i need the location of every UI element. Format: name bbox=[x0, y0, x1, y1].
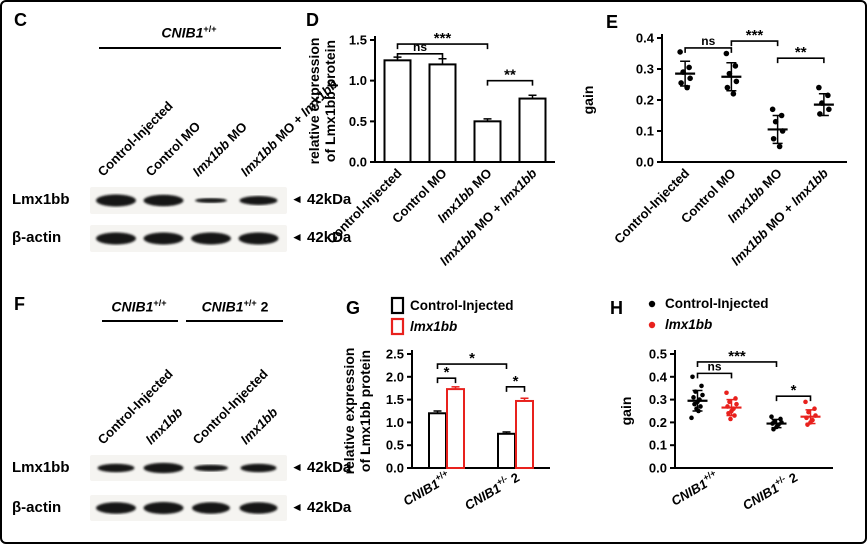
band-arrow-icon: ◄ bbox=[291, 460, 303, 474]
svg-text:Control-Injected: Control-Injected bbox=[665, 296, 769, 311]
protein-label: β-actin bbox=[12, 499, 62, 516]
panel-e-scatter-plot: 0.00.10.20.30.4gainControl-InjectedContr… bbox=[580, 27, 847, 268]
svg-text:Control-Injected: Control-Injected bbox=[410, 298, 514, 313]
protein-label: Lmx1bb bbox=[12, 459, 70, 476]
svg-text:***: *** bbox=[746, 27, 764, 44]
svg-text:0.4: 0.4 bbox=[636, 31, 655, 46]
svg-text:0.2: 0.2 bbox=[636, 93, 654, 108]
panel-f-genotype-header-2: CNIB1+/+ 2 bbox=[201, 298, 269, 315]
panel-g-bar-chart: 0.0 0.5 1.0 1.5 2.0 2.5 relative expression of … bbox=[341, 296, 550, 513]
svg-text:1.0: 1.0 bbox=[386, 415, 404, 430]
svg-text:2.0: 2.0 bbox=[386, 369, 404, 384]
band-arrow-icon: ◄ bbox=[291, 500, 303, 514]
svg-text:gain: gain bbox=[580, 86, 596, 115]
svg-text:Control-Injected: Control-Injected bbox=[611, 165, 692, 246]
svg-text:Control-Injected: Control-Injected bbox=[324, 165, 405, 246]
svg-text:1.0: 1.0 bbox=[349, 73, 367, 88]
svg-text:0.5: 0.5 bbox=[349, 114, 367, 129]
svg-text:**: ** bbox=[504, 67, 516, 84]
protein-label: Lmx1bb bbox=[12, 191, 70, 208]
band-arrow-icon: ◄ bbox=[291, 192, 303, 206]
panel-c-label: C bbox=[14, 10, 27, 30]
svg-text:0.0: 0.0 bbox=[349, 155, 367, 170]
svg-text:of Lmx1bb protein: of Lmx1bb protein bbox=[357, 350, 373, 472]
band-arrow-icon: ◄ bbox=[291, 230, 303, 244]
svg-text:0.3: 0.3 bbox=[649, 392, 667, 407]
panel-c-western-blot bbox=[90, 187, 287, 252]
panel-h-scatter-plot: 0.0 0.1 0.2 0.3 0.4 0.5 gain CNIB1+/+ CNIB1+/- 2… bbox=[618, 296, 833, 513]
svg-text:ns: ns bbox=[707, 359, 721, 373]
panel-f-header-underline-2 bbox=[186, 320, 283, 322]
svg-text:**: ** bbox=[795, 44, 807, 61]
svg-text:*: * bbox=[444, 364, 450, 381]
panel-h-label: H bbox=[610, 298, 623, 318]
svg-text:of Lmx1bb protein: of Lmx1bb protein bbox=[322, 40, 338, 162]
svg-text:0.0: 0.0 bbox=[386, 461, 404, 476]
band-size-marker: ◄ 42kDa bbox=[291, 229, 352, 246]
svg-text:0.4: 0.4 bbox=[649, 369, 668, 384]
svg-text:relative expression: relative expression bbox=[306, 38, 322, 165]
svg-text:***: *** bbox=[728, 348, 746, 365]
svg-text:lmx1bb: lmx1bb bbox=[410, 319, 457, 334]
panel-c-genotype-header: CNIB1+/+ bbox=[161, 24, 217, 41]
lane-label: lmx1bb bbox=[142, 404, 185, 448]
panel-f-western-blot bbox=[90, 455, 287, 521]
svg-text:0.2: 0.2 bbox=[649, 415, 667, 430]
band-size-marker: ◄ 42kDa bbox=[291, 499, 352, 516]
band-size-marker: ◄ 42kDa bbox=[291, 459, 352, 476]
svg-text:lmx1bb: lmx1bb bbox=[665, 317, 712, 332]
svg-text:0.0: 0.0 bbox=[649, 461, 667, 476]
svg-text:1.5: 1.5 bbox=[386, 392, 404, 407]
svg-text:1.5: 1.5 bbox=[349, 33, 367, 48]
svg-text:*: * bbox=[791, 382, 797, 399]
panel-f-header-underline-1 bbox=[102, 320, 178, 322]
panel-d-label: D bbox=[306, 10, 319, 30]
svg-text:0.5: 0.5 bbox=[649, 347, 667, 362]
svg-text:*: * bbox=[469, 350, 475, 367]
svg-text:0.1: 0.1 bbox=[649, 438, 667, 453]
panel-f-label: F bbox=[14, 294, 25, 314]
svg-text:CNIB1+/+: CNIB1+/+ bbox=[667, 468, 721, 509]
svg-text:gain: gain bbox=[618, 397, 634, 426]
panel-f-genotype-header-1: CNIB1+/+ bbox=[111, 298, 167, 315]
svg-text:***: *** bbox=[434, 30, 452, 47]
svg-text:0.1: 0.1 bbox=[636, 124, 654, 139]
panel-c-header-underline bbox=[99, 47, 281, 49]
svg-text:*: * bbox=[513, 373, 519, 390]
lane-label: lmx1bb bbox=[237, 404, 280, 448]
svg-text:CNIB1+/- 2: CNIB1+/- 2 bbox=[461, 468, 522, 513]
svg-text:0.5: 0.5 bbox=[386, 438, 404, 453]
svg-text:2.5: 2.5 bbox=[386, 347, 404, 362]
band-size-marker: ◄ 42kDa bbox=[291, 191, 352, 208]
svg-text:ns: ns bbox=[701, 34, 715, 48]
svg-text:relative expression: relative expression bbox=[341, 348, 357, 475]
svg-text:CNIB1+/- 2: CNIB1+/- 2 bbox=[739, 468, 800, 513]
panel-g-label: G bbox=[346, 298, 361, 318]
svg-text:CNIB1+/+: CNIB1+/+ bbox=[399, 468, 453, 509]
svg-text:0.0: 0.0 bbox=[636, 155, 654, 170]
svg-text:0.3: 0.3 bbox=[636, 62, 654, 77]
panel-d-bar-chart: 0.0 0.5 1.0 1.5 relative expression of Lmx1bb… bbox=[306, 30, 555, 268]
protein-label: β-actin bbox=[12, 229, 62, 246]
svg-text:ns: ns bbox=[413, 40, 427, 54]
panel-e-label: E bbox=[606, 12, 619, 32]
